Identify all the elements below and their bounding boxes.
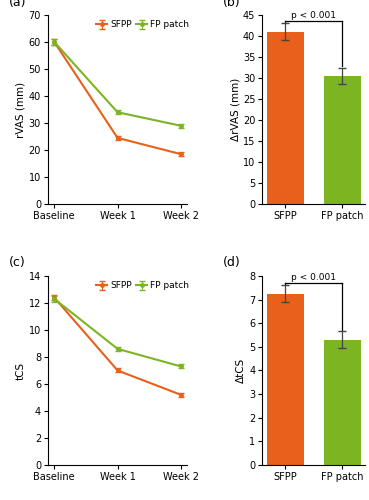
Bar xyxy=(324,340,361,465)
Y-axis label: ΔrVAS (mm): ΔrVAS (mm) xyxy=(230,78,240,141)
Text: (b): (b) xyxy=(223,0,241,8)
Text: (a): (a) xyxy=(9,0,27,8)
Legend: SFPP, FP patch: SFPP, FP patch xyxy=(96,280,190,291)
Bar xyxy=(324,76,361,204)
Y-axis label: rVAS (mm): rVAS (mm) xyxy=(16,82,26,138)
Bar xyxy=(267,32,304,204)
Text: p < 0.001: p < 0.001 xyxy=(291,12,336,20)
Legend: SFPP, FP patch: SFPP, FP patch xyxy=(96,20,190,30)
Bar xyxy=(267,294,304,465)
Text: p < 0.001: p < 0.001 xyxy=(291,274,336,282)
Text: (c): (c) xyxy=(9,256,26,270)
Text: (d): (d) xyxy=(223,256,241,270)
Y-axis label: ΔtCS: ΔtCS xyxy=(236,358,246,383)
Y-axis label: tCS: tCS xyxy=(16,362,26,380)
